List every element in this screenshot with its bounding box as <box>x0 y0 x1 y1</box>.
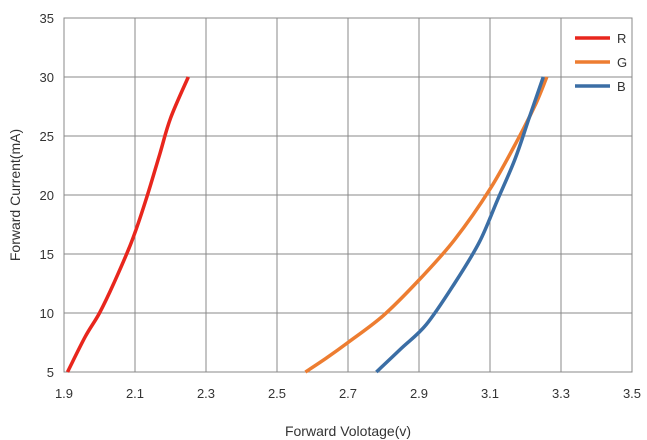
x-tick-label: 2.3 <box>197 386 215 401</box>
x-axis-label: Forward Volotage(v) <box>285 423 411 439</box>
x-tick-label: 2.1 <box>126 386 144 401</box>
y-tick-label: 20 <box>40 188 54 203</box>
series-line-r <box>65 76 190 373</box>
y-tick-label: 30 <box>40 70 54 85</box>
series-layer <box>65 76 549 374</box>
x-tick-label: 3.1 <box>481 386 499 401</box>
legend-label-g: G <box>617 55 627 70</box>
y-tick-label: 10 <box>40 306 54 321</box>
x-tick-label: 1.9 <box>55 386 73 401</box>
y-tick-label: 35 <box>40 11 54 26</box>
y-tick-label: 25 <box>40 129 54 144</box>
x-tick-label: 3.5 <box>623 386 641 401</box>
x-tick-label: 3.3 <box>552 386 570 401</box>
legend-label-b: B <box>617 79 626 94</box>
y-tick-label: 15 <box>40 247 54 262</box>
x-tick-label: 2.5 <box>268 386 286 401</box>
y-axis-label: Forward Current(mA) <box>7 129 23 261</box>
y-tick-labels: 5 10 15 20 25 30 35 <box>40 11 54 380</box>
series-line-b <box>375 76 545 374</box>
y-tick-label: 5 <box>47 365 54 380</box>
x-tick-label: 2.9 <box>410 386 428 401</box>
grid <box>63 17 633 373</box>
legend-label-r: R <box>617 31 626 46</box>
x-tick-label: 2.7 <box>339 386 357 401</box>
x-tick-labels: 1.9 2.1 2.3 2.5 2.7 2.9 3.1 3.3 3.5 <box>55 386 641 401</box>
legend: RGB <box>575 31 627 94</box>
